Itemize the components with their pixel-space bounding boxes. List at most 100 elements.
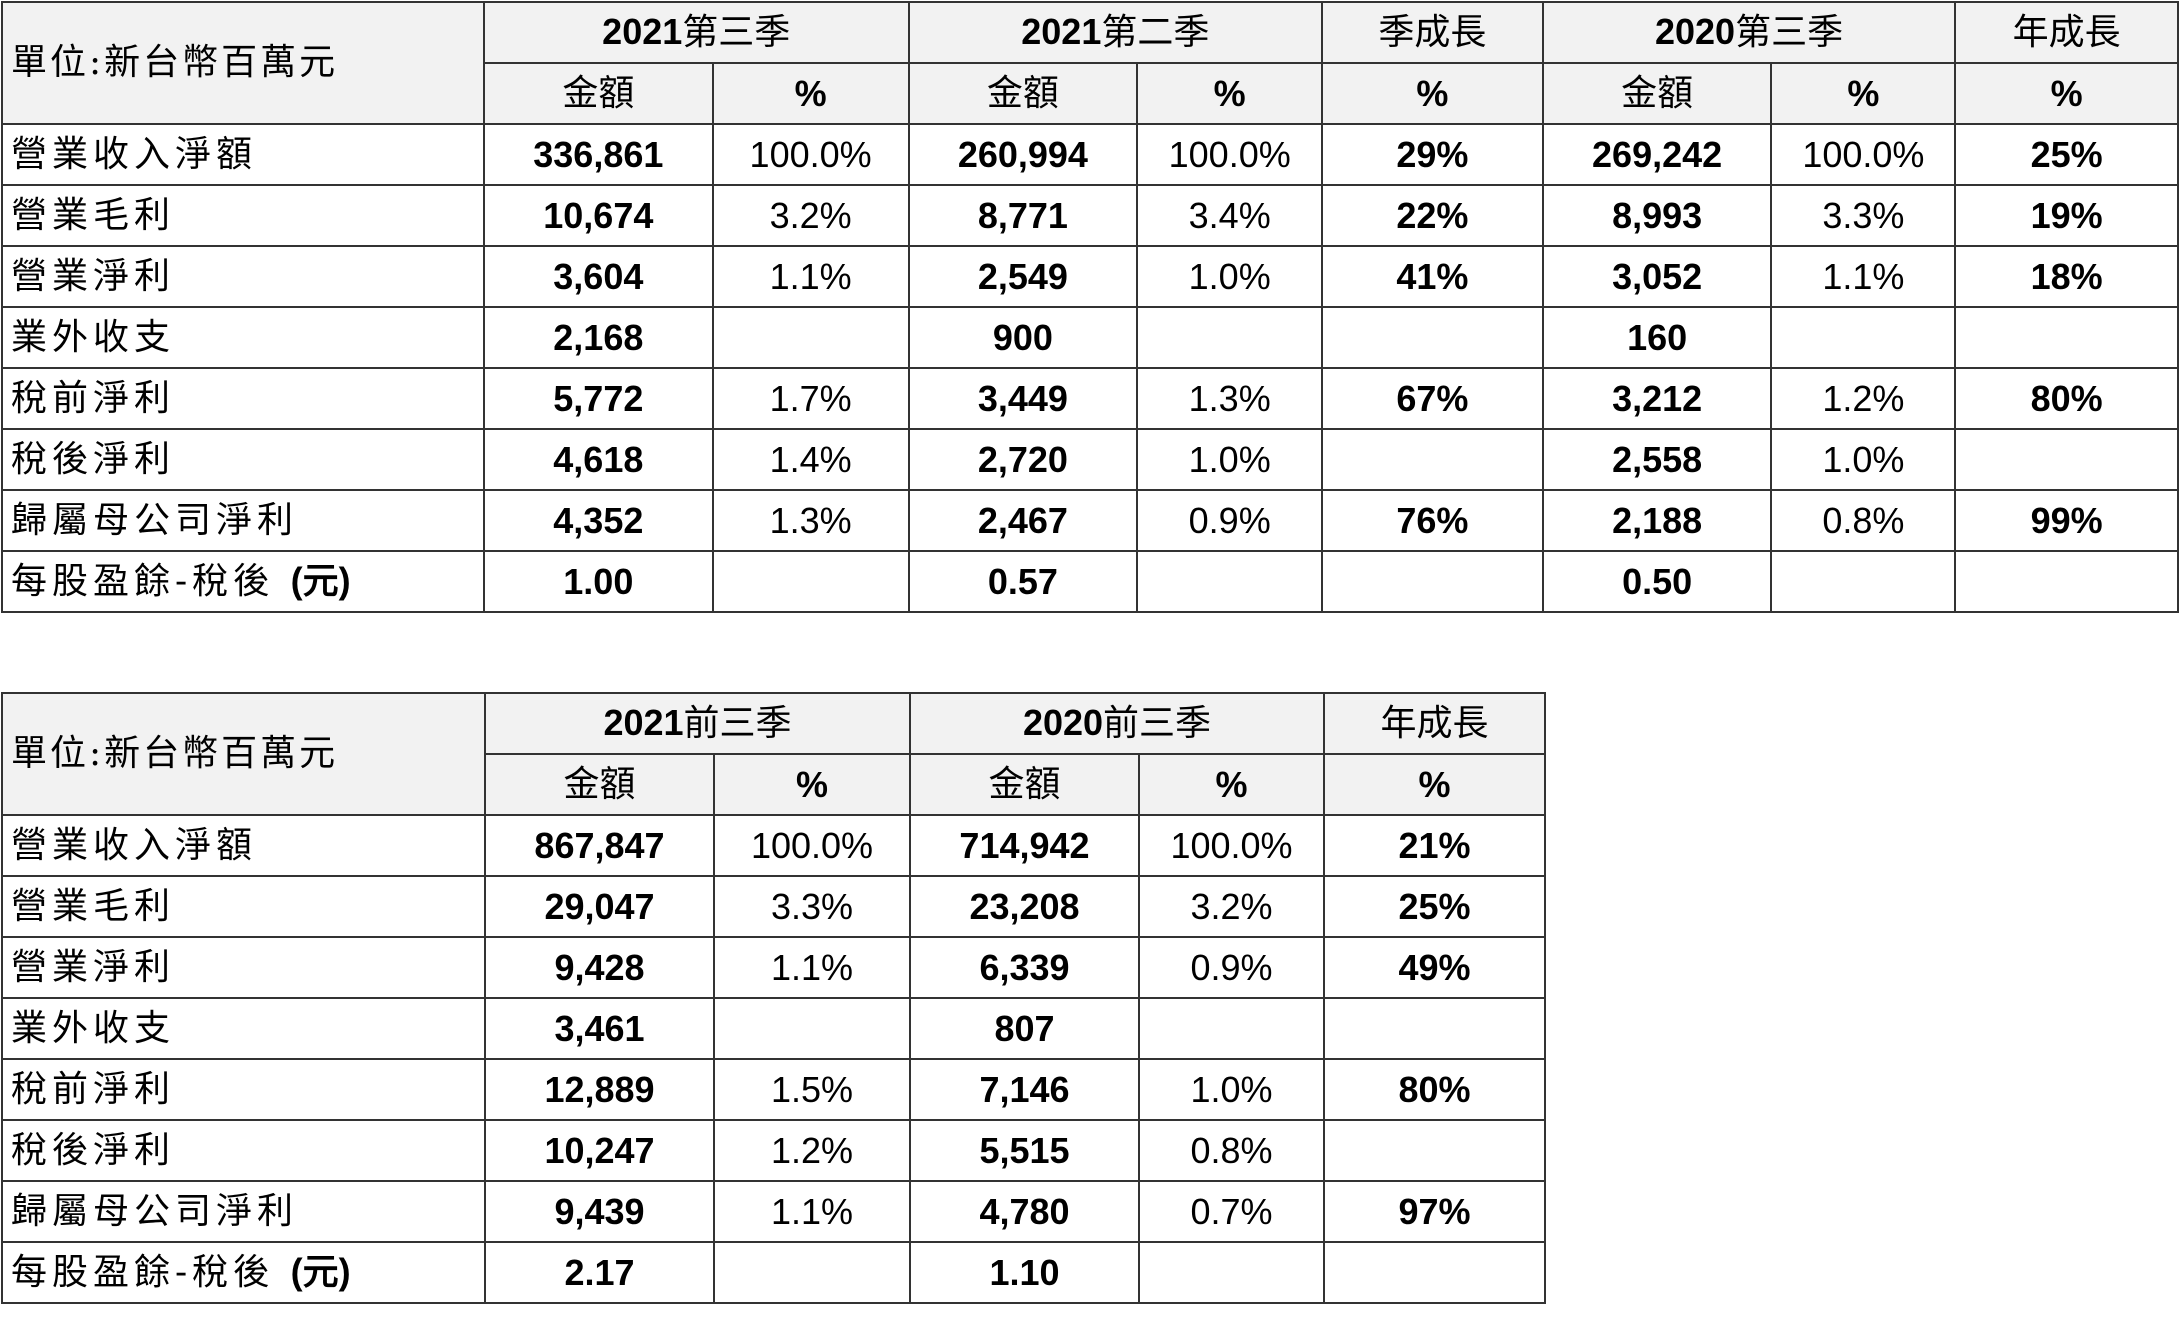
amount-cell: 160	[1541, 306, 1773, 369]
amount-cell: 7,146	[909, 1058, 1140, 1121]
table-row: 每股盈餘-稅後 (元) 1.00 0.57 0.50	[1, 550, 2179, 613]
amount-cell: 0.50	[1541, 550, 1773, 613]
amount-cell: 9,439	[484, 1180, 715, 1243]
row-label: 歸屬母公司淨利	[1, 1180, 486, 1243]
row-label: 營業毛利	[1, 184, 485, 247]
header-row-years: 單位:新台幣百萬元 2021第三季 2021第二季 季成長 2020第三季 年成…	[1, 1, 2179, 125]
percent-cell	[1138, 1241, 1325, 1304]
subheader-amount: 金額	[484, 753, 715, 816]
percent-cell: 100.0%	[1136, 123, 1324, 186]
growth-cell	[1323, 1119, 1546, 1182]
growth-cell	[1954, 306, 2179, 369]
amount-cell: 4,780	[909, 1180, 1140, 1243]
percent-cell: 1.4%	[711, 428, 910, 491]
amount-cell: 10,247	[484, 1119, 715, 1182]
row-label: 業外收支	[1, 306, 485, 369]
amount-cell: 3,461	[484, 997, 715, 1060]
table-row: 稅前淨利 12,889 1.5% 7,146 1.0% 80%	[1, 1058, 1546, 1121]
table-row: 業外收支 2,168 900 160	[1, 306, 2179, 369]
col-header-2021q2: 2021第二季	[907, 1, 1324, 64]
table-row: 營業淨利 9,428 1.1% 6,339 0.9% 49%	[1, 936, 1546, 999]
row-label: 營業毛利	[1, 875, 486, 938]
growth-cell: 80%	[1954, 367, 2179, 430]
header-row-subheaders: 金額% 金額%%	[2, 753, 1546, 816]
table-row: 營業毛利 10,674 3.2% 8,771 3.4% 22% 8,993 3.3% 19%	[1, 184, 2179, 247]
subheader-amount: 金額	[1541, 62, 1773, 125]
percent-cell	[1770, 550, 1957, 613]
percent-cell: 3.3%	[1770, 184, 1957, 247]
percent-cell	[711, 550, 910, 613]
percent-cell: 1.0%	[1138, 1058, 1325, 1121]
percent-cell: 1.0%	[1136, 245, 1324, 308]
percent-cell: 3.2%	[711, 184, 910, 247]
row-label: 營業收入淨額	[1, 814, 486, 877]
row-label: 每股盈餘-稅後 (元)	[1, 1241, 486, 1304]
growth-cell: 76%	[1321, 489, 1544, 552]
table-row: 營業毛利 29,047 3.3% 23,208 3.2% 25%	[1, 875, 1546, 938]
amount-cell: 2,188	[1541, 489, 1773, 552]
row-label: 營業淨利	[1, 245, 485, 308]
percent-cell: 1.1%	[1770, 245, 1957, 308]
amount-cell: 714,942	[909, 814, 1140, 877]
growth-cell: 21%	[1323, 814, 1546, 877]
percent-cell	[1770, 306, 1957, 369]
growth-cell: 25%	[1954, 123, 2179, 186]
amount-cell: 10,674	[482, 184, 714, 247]
quarterly-results-table: 單位:新台幣百萬元 2021第三季 2021第二季 季成長 2020第三季 年成…	[1, 1, 2179, 613]
col-header-yoy-growth: 年成長	[1323, 692, 1546, 755]
table-row: 業外收支 3,461 807	[1, 997, 1546, 1060]
col-header-qoq-growth: 季成長	[1321, 1, 1544, 64]
growth-cell: 67%	[1321, 367, 1544, 430]
header-row-years: 單位:新台幣百萬元 2021前三季 2020前三季 年成長	[1, 692, 1546, 816]
row-label: 稅前淨利	[1, 1058, 486, 1121]
row-label: 稅後淨利	[1, 428, 485, 491]
percent-cell: 3.2%	[1138, 875, 1325, 938]
row-label: 業外收支	[1, 997, 486, 1060]
col-header-2020q3: 2020第三季	[1541, 1, 1957, 64]
growth-cell	[1323, 997, 1546, 1060]
percent-cell: 100.0%	[1138, 814, 1325, 877]
col-header-2021-9m: 2021前三季	[484, 692, 911, 755]
col-header-2020-9m: 2020前三季	[909, 692, 1325, 755]
growth-cell	[1954, 550, 2179, 613]
amount-cell: 1.10	[909, 1241, 1140, 1304]
growth-cell	[1321, 306, 1544, 369]
amount-cell: 3,604	[482, 245, 714, 308]
amount-cell: 6,339	[909, 936, 1140, 999]
growth-cell: 41%	[1321, 245, 1544, 308]
table-row: 營業收入淨額 867,847 100.0% 714,942 100.0% 21%	[1, 814, 1546, 877]
percent-cell: 1.7%	[711, 367, 910, 430]
growth-cell	[1323, 1241, 1546, 1304]
row-label: 稅前淨利	[1, 367, 485, 430]
amount-cell: 8,771	[907, 184, 1139, 247]
amount-cell: 260,994	[907, 123, 1139, 186]
percent-cell	[1138, 997, 1325, 1060]
table-row: 營業淨利 3,604 1.1% 2,549 1.0% 41% 3,052 1.1% 18%	[1, 245, 2179, 308]
percent-cell: 1.3%	[711, 489, 910, 552]
col-header-yoy-growth: 年成長	[1954, 1, 2179, 64]
amount-cell: 2,558	[1541, 428, 1773, 491]
table-row: 營業收入淨額 336,861 100.0% 260,994 100.0% 29% 269,2…	[1, 123, 2179, 186]
amount-cell: 3,052	[1541, 245, 1773, 308]
growth-cell: 25%	[1323, 875, 1546, 938]
percent-cell	[1136, 550, 1324, 613]
amount-cell: 867,847	[484, 814, 715, 877]
percent-cell: 1.1%	[711, 245, 910, 308]
col-header-2021q3: 2021第三季	[482, 1, 910, 64]
amount-cell: 336,861	[482, 123, 714, 186]
table-row: 稅前淨利 5,772 1.7% 3,449 1.3% 67% 3,212 1.2% 80%	[1, 367, 2179, 430]
table-row: 稅後淨利 10,247 1.2% 5,515 0.8%	[1, 1119, 1546, 1182]
row-label: 營業收入淨額	[1, 123, 485, 186]
percent-cell: 1.2%	[713, 1119, 911, 1182]
percent-cell: 100.0%	[711, 123, 910, 186]
subheader-percent: %	[1136, 62, 1324, 125]
percent-cell: 0.9%	[1138, 936, 1325, 999]
percent-cell	[1136, 306, 1324, 369]
amount-cell: 900	[907, 306, 1139, 369]
amount-cell: 0.57	[907, 550, 1139, 613]
growth-cell: 80%	[1323, 1058, 1546, 1121]
subheader-amount: 金額	[909, 753, 1140, 816]
growth-cell: 18%	[1954, 245, 2179, 308]
growth-cell: 29%	[1321, 123, 1544, 186]
percent-cell: 1.1%	[713, 1180, 911, 1243]
